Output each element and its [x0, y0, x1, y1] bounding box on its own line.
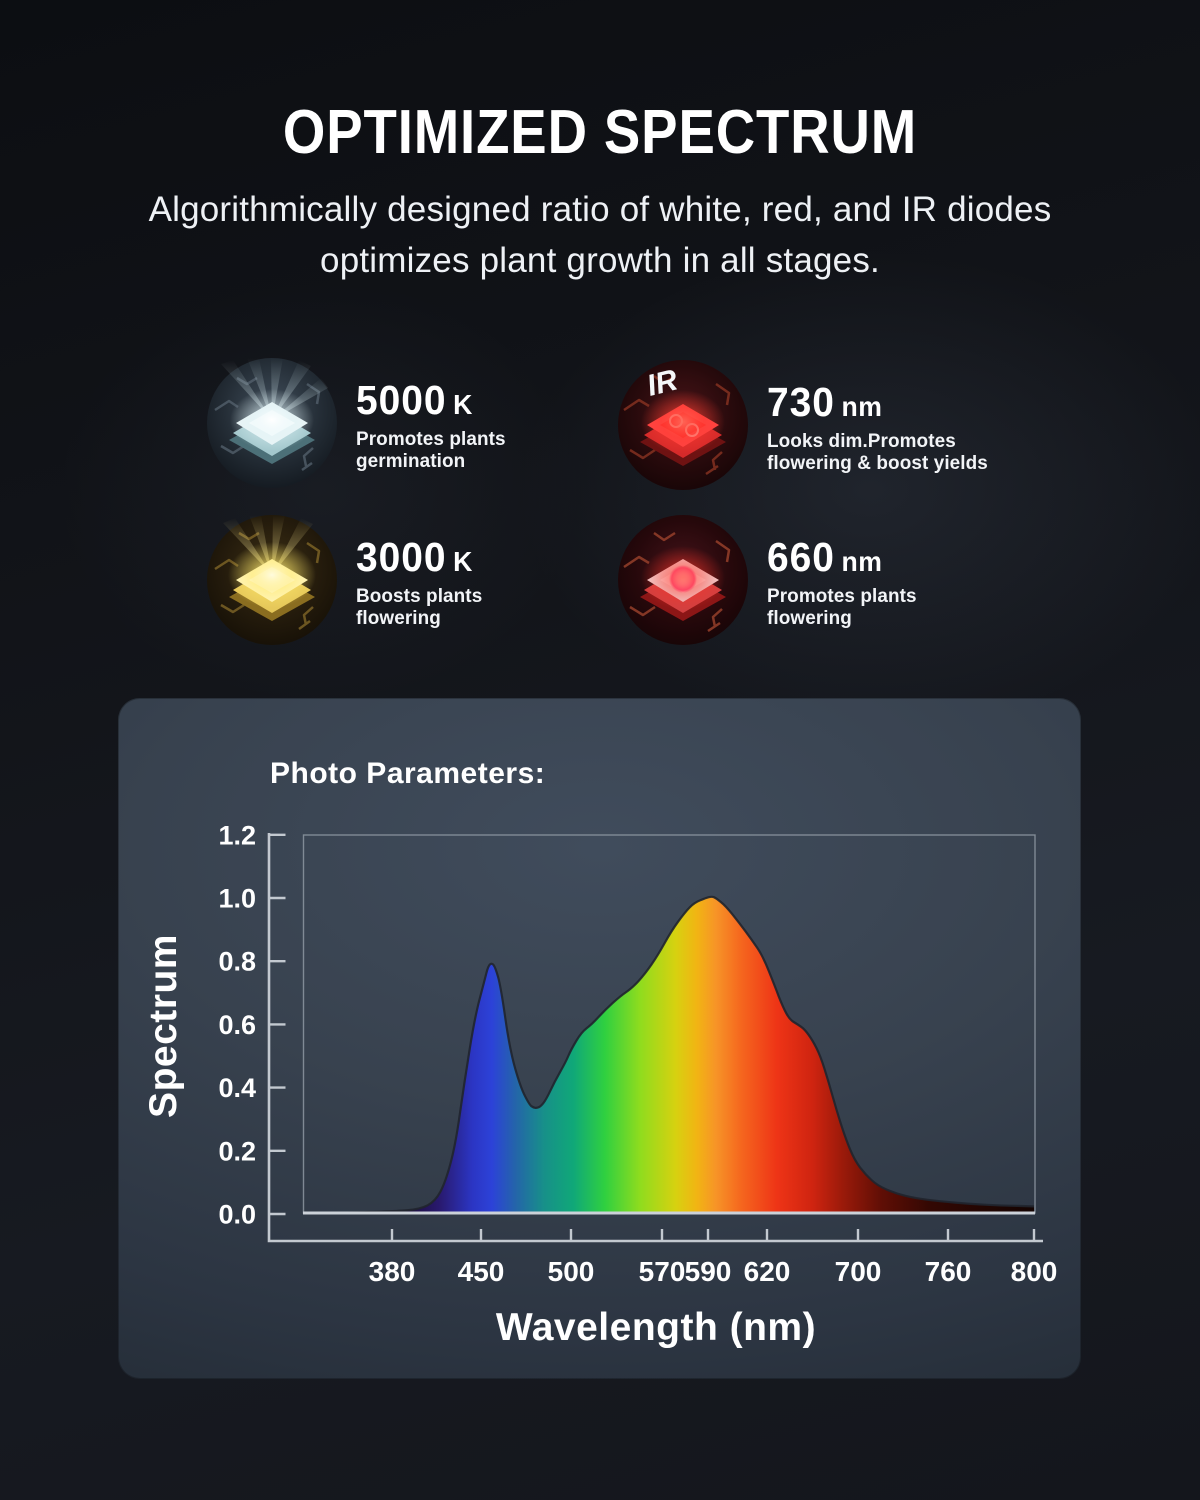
feature-value-unit: nm — [841, 391, 883, 422]
y-tick-label: 0.8 — [218, 947, 256, 977]
feature-value: 730 nm — [767, 382, 983, 423]
white-led-chip-icon — [207, 358, 337, 488]
y-axis-title: Spectrum — [142, 934, 185, 1118]
x-axis-ticks — [390, 1229, 1036, 1241]
feature-5000k: 5000 K Promotes plants germination — [207, 358, 510, 488]
feature-value: 3000 K — [356, 537, 480, 578]
x-tick-label: 500 — [548, 1256, 595, 1287]
x-tick-label: 760 — [925, 1256, 972, 1287]
feature-value-number: 660 — [767, 534, 835, 580]
warm-led-chip-icon — [207, 515, 337, 645]
y-tick-label: 1.2 — [218, 820, 256, 850]
x-axis-labels: 380 450 500 570 590 620 700 760 800 — [369, 1256, 1058, 1287]
x-tick-label: 590 — [685, 1256, 732, 1287]
feature-description: Boosts plants flowering — [356, 585, 483, 629]
page-title: OPTIMIZED SPECTRUM — [282, 98, 918, 167]
feature-value: 5000 K — [356, 380, 503, 421]
spectrum-area — [341, 896, 1035, 1214]
feature-value-number: 5000 — [356, 377, 447, 423]
x-tick-label: 800 — [1011, 1256, 1058, 1287]
feature-value-number: 730 — [767, 379, 835, 425]
feature-value-unit: K — [453, 546, 473, 577]
x-tick-label: 380 — [369, 1256, 416, 1287]
red-led-chip-icon — [618, 515, 748, 645]
feature-value: 660 nm — [767, 537, 914, 578]
page-subtitle-line1: Algorithmically designed ratio of white,… — [148, 190, 1052, 229]
x-tick-label: 450 — [458, 1256, 505, 1287]
feature-730nm: IR 730 nm Looks dim.Promotes flowering &… — [618, 360, 995, 490]
page-subtitle-line2: optimizes plant growth in all stages. — [320, 241, 880, 280]
spectrum-chart-panel: Photo Parameters: 1.2 1.0 0.8 0.6 0.4 0.2 0.0 … — [118, 698, 1081, 1379]
spectrum-chart: Photo Parameters: 1.21.00.80.60.40.20.0 … — [142, 757, 1058, 1349]
feature-description: Promotes plants flowering — [767, 585, 917, 629]
y-tick-label: 0.2 — [218, 1136, 256, 1166]
y-axis-labels: 1.2 1.0 0.8 0.6 0.4 0.2 0.0 — [218, 820, 256, 1229]
x-axis-title: Wavelength (nm) — [496, 1306, 816, 1349]
y-tick-label: 1.0 — [218, 884, 256, 914]
page-subtitle: Algorithmically designed ratio of white,… — [0, 184, 1200, 286]
feature-660nm: 660 nm Promotes plants flowering — [618, 515, 921, 645]
y-axis-ticks — [269, 833, 286, 1216]
y-tick-label: 0.0 — [218, 1200, 256, 1230]
feature-value-unit: K — [453, 389, 473, 420]
feature-description: Promotes plants germination — [356, 428, 506, 472]
y-tick-label: 0.6 — [218, 1010, 256, 1040]
x-tick-label: 700 — [835, 1256, 882, 1287]
feature-3000k: 3000 K Boosts plants flowering — [207, 515, 486, 645]
ir-led-chip-icon: IR — [618, 360, 748, 490]
feature-description: Looks dim.Promotes flowering & boost yie… — [767, 430, 988, 474]
x-tick-label: 620 — [744, 1256, 791, 1287]
x-tick-label: 570 — [639, 1256, 686, 1287]
feature-value-unit: nm — [841, 546, 883, 577]
y-tick-label: 0.4 — [218, 1073, 256, 1103]
spectrum-curve-outline — [341, 895, 1035, 1214]
axes-spines — [267, 833, 1043, 1243]
chart-title: Photo Parameters: — [270, 757, 545, 790]
feature-value-number: 3000 — [356, 534, 447, 580]
